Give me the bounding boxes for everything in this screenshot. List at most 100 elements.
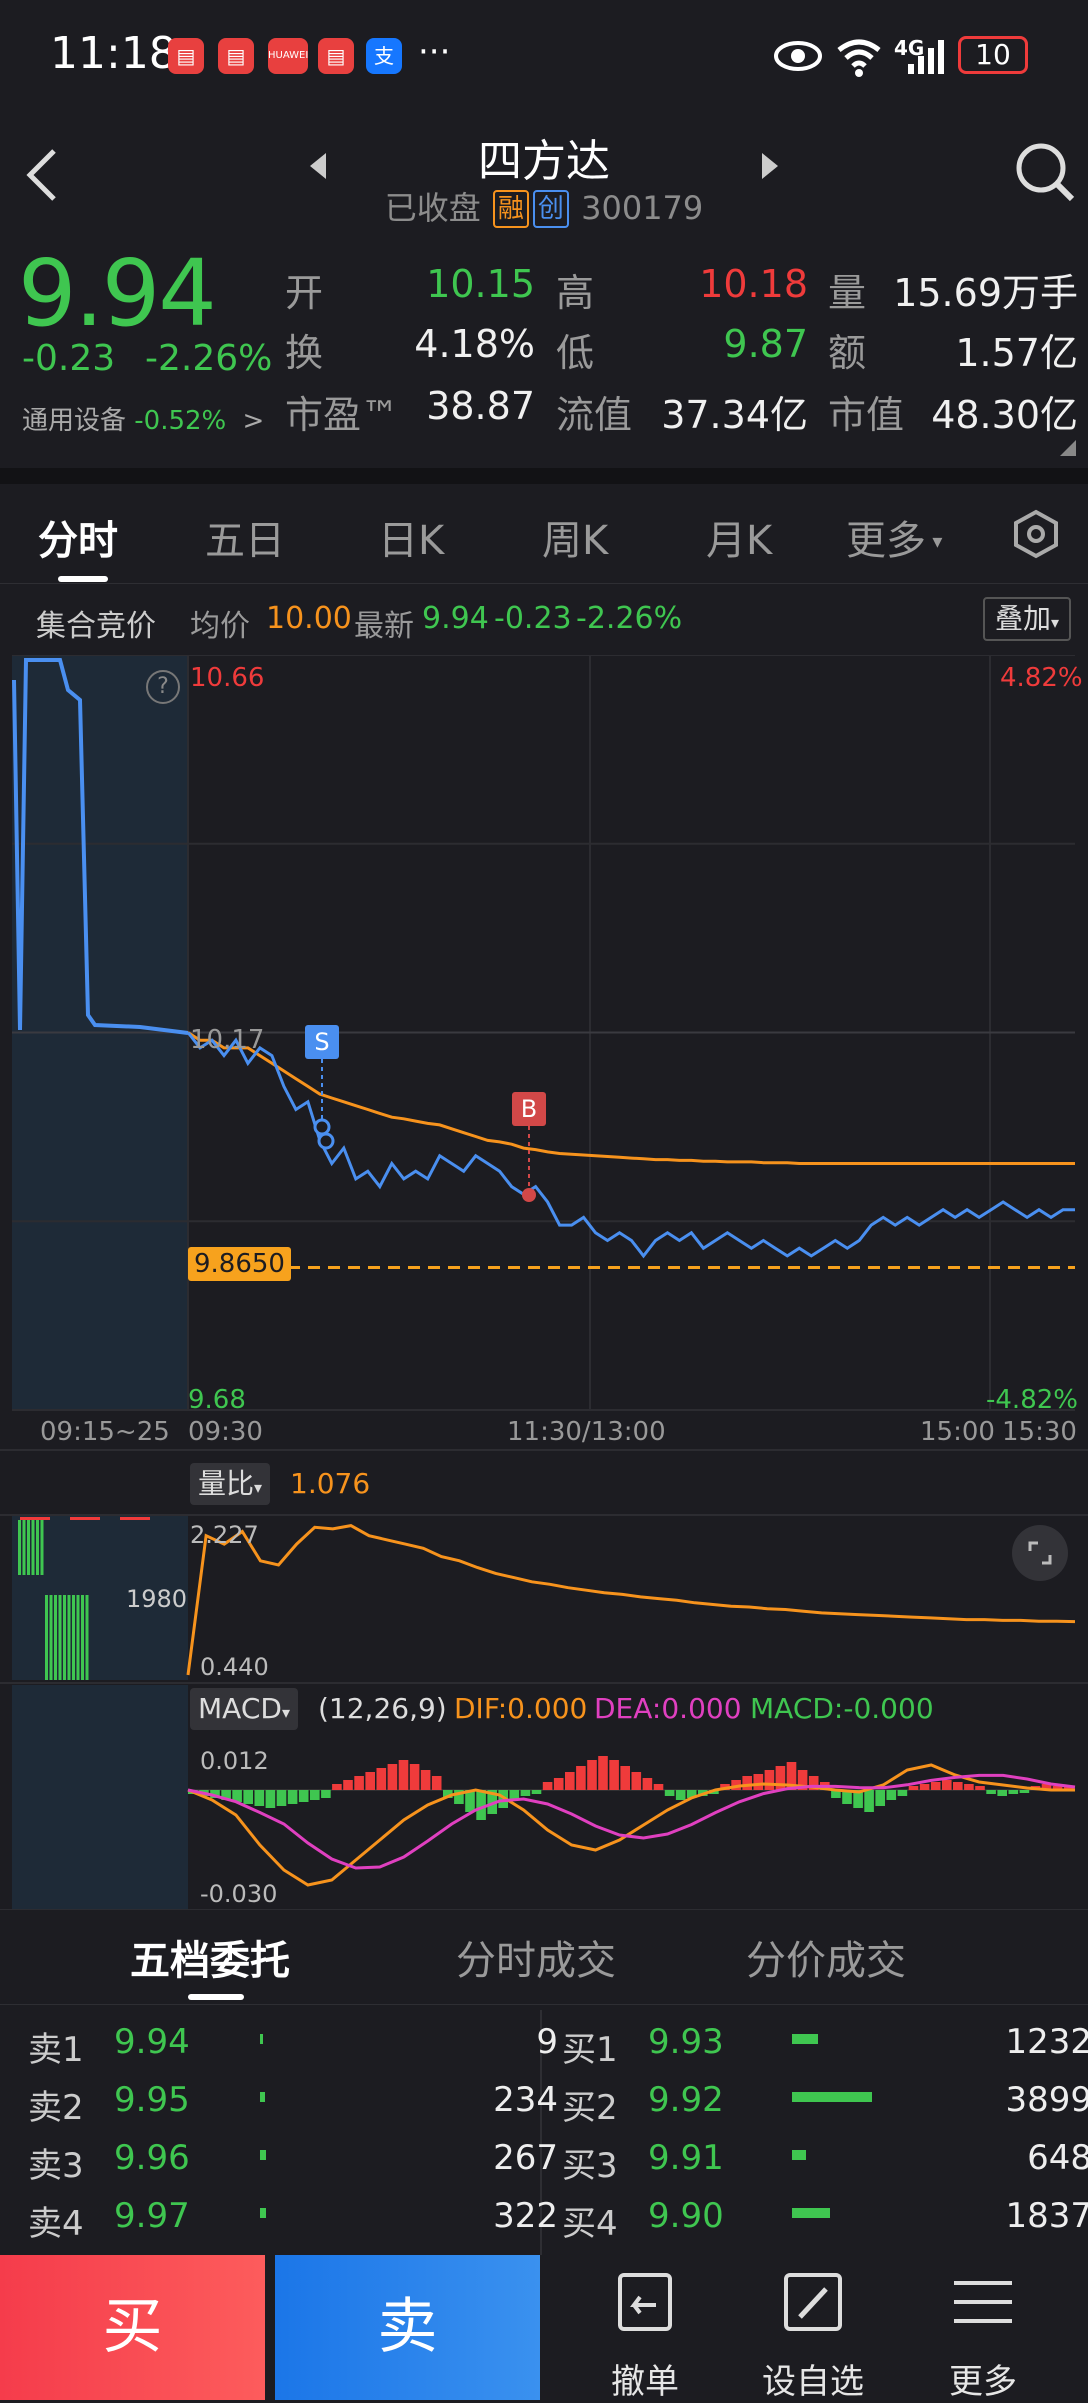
macd-histogram-bar bbox=[1041, 1784, 1052, 1790]
wifi-icon bbox=[837, 39, 881, 77]
tab-five-day[interactable]: 五日 bbox=[205, 518, 285, 564]
more-button[interactable]: 更多 bbox=[898, 2255, 1068, 2402]
quote-field-label: 额 bbox=[828, 331, 867, 375]
tab-five-level[interactable]: 五档委托 bbox=[130, 1938, 290, 1984]
buy-level-row[interactable]: 买3 9.91 648 bbox=[562, 2126, 1088, 2186]
settings-hexagon-icon[interactable] bbox=[1010, 508, 1062, 560]
tab-weekly-k[interactable]: 周K bbox=[542, 518, 609, 564]
macd-histogram-bar bbox=[321, 1790, 331, 1798]
tab-intraday[interactable]: 分时 bbox=[38, 518, 118, 564]
tab-monthly-k[interactable]: 月K bbox=[706, 518, 773, 564]
avg-value: 10.00 bbox=[266, 601, 352, 636]
macd-histogram-bar bbox=[919, 1784, 930, 1790]
quote-field-value: 37.34亿 bbox=[661, 393, 808, 437]
signal-icon bbox=[908, 40, 944, 74]
buy-level-volume: 1232 bbox=[1005, 2022, 1088, 2062]
auction-volume-bar bbox=[36, 1520, 39, 1575]
volume-ratio-selector[interactable]: 量比▾ bbox=[190, 1463, 271, 1505]
sell-level-price: 9.96 bbox=[114, 2138, 190, 2178]
sector-name: 通用设备 bbox=[22, 406, 127, 436]
sector-link[interactable]: 通用设备 -0.52% > bbox=[22, 400, 264, 437]
macd-histogram-bar bbox=[254, 1790, 265, 1806]
sell-level-row[interactable]: 卖2 9.95 234 bbox=[28, 2068, 558, 2128]
quote-panel: 9.94 -0.23 -2.26% 通用设备 -0.52% > 开 10.15 高 1… bbox=[0, 240, 1088, 456]
auction-volume-label: 1980 bbox=[126, 1585, 188, 1613]
macd-histogram-bar bbox=[908, 1786, 919, 1790]
pct-axis-bottom: -4.82% bbox=[986, 1385, 1078, 1415]
back-icon[interactable] bbox=[22, 145, 62, 205]
macd-histogram-bar bbox=[886, 1790, 897, 1800]
status-bar: 11:18 ▤ ▤ HUAWEI ▤ 支 ··· 4G 10 bbox=[0, 0, 1088, 115]
tab-price-trades[interactable]: 分价成交 bbox=[746, 1938, 906, 1984]
macd-dif-line bbox=[187, 1763, 1075, 1887]
expand-corner-icon[interactable] bbox=[1060, 440, 1076, 456]
sell-level-row[interactable]: 卖1 9.94 9 bbox=[28, 2010, 558, 2070]
macd-histogram-bar bbox=[1052, 1786, 1063, 1790]
sell-button[interactable]: 卖 bbox=[275, 2255, 540, 2400]
buy-level-row[interactable]: 买2 9.92 3899 bbox=[562, 2068, 1088, 2128]
macd-selector[interactable]: MACD▾ bbox=[190, 1688, 298, 1730]
macd-histogram-bar bbox=[675, 1790, 686, 1800]
current-price: 9.94 bbox=[18, 240, 217, 347]
macd-histogram-bar bbox=[731, 1780, 741, 1790]
tab-more[interactable]: 更多 ▾ bbox=[846, 508, 942, 566]
caret-down-icon: ▾ bbox=[926, 529, 943, 553]
sell-signal-badge[interactable]: S bbox=[305, 1025, 339, 1059]
buy-button[interactable]: 买 bbox=[0, 2255, 265, 2400]
buy-signal-badge[interactable]: B bbox=[512, 1092, 546, 1126]
fullscreen-button[interactable] bbox=[1012, 1525, 1068, 1581]
macd-histogram-bar bbox=[565, 1772, 575, 1790]
buy-level-row[interactable]: 买1 9.93 1232 bbox=[562, 2010, 1088, 2070]
active-tab-indicator bbox=[58, 576, 108, 582]
macd-histogram-bar bbox=[975, 1786, 985, 1790]
price-marker-label[interactable]: 9.8650 bbox=[188, 1247, 291, 1281]
huawei-icon: HUAWEI bbox=[268, 38, 308, 74]
latest-change: -0.23 bbox=[494, 601, 572, 636]
add-watchlist-button[interactable]: 设自选 bbox=[728, 2255, 898, 2402]
quote-field-value: 10.15 bbox=[426, 262, 535, 306]
search-icon[interactable] bbox=[1012, 139, 1078, 205]
help-icon[interactable]: ? bbox=[146, 670, 180, 704]
stock-name: 四方达 bbox=[478, 136, 610, 187]
macd-histogram-bar bbox=[354, 1776, 364, 1790]
macd-histogram-bar bbox=[310, 1790, 320, 1800]
overlay-button[interactable]: 叠加▾ bbox=[983, 597, 1071, 641]
buy-level-row[interactable]: 买4 9.90 1837 bbox=[562, 2184, 1088, 2244]
order-book: 五档委托 分时成交 分价成交 卖1 9.94 9 卖2 9.95 234 卖3 9.96 267… bbox=[0, 1910, 1088, 2302]
buy-level-volume: 1837 bbox=[1005, 2196, 1088, 2236]
tab-tick-trades[interactable]: 分时成交 bbox=[456, 1938, 616, 1984]
period-tabs: 分时 五日 日K 周K 月K 更多 ▾ bbox=[0, 484, 1088, 584]
prev-stock-icon[interactable] bbox=[306, 149, 330, 183]
cancel-order-label: 撤单 bbox=[611, 2362, 679, 2402]
macd-histogram-bar bbox=[509, 1790, 520, 1800]
intraday-chart[interactable]: ? 10.66 10.17 9.68 4.82% -4.82% 09:15~25… bbox=[0, 654, 1088, 1911]
sell-level-price: 9.94 bbox=[114, 2022, 190, 2062]
auction-volume-bar bbox=[58, 1595, 62, 1680]
auction-volume-bar bbox=[81, 1595, 84, 1680]
macd-histogram-bar bbox=[298, 1790, 309, 1802]
sell-level-label: 卖3 bbox=[28, 2146, 84, 2186]
next-stock-icon[interactable] bbox=[758, 149, 782, 183]
sell-level-row[interactable]: 卖3 9.96 267 bbox=[28, 2126, 558, 2186]
quote-field-label: 市盈™ bbox=[285, 393, 400, 437]
macd-histogram-bar bbox=[587, 1760, 597, 1790]
sell-level-label: 卖2 bbox=[28, 2088, 84, 2128]
quote-field-value: 38.87 bbox=[426, 384, 535, 428]
macd-axis-bottom: -0.030 bbox=[200, 1880, 278, 1908]
tab-daily-k[interactable]: 日K bbox=[378, 518, 445, 564]
macd-histogram-bar bbox=[443, 1790, 453, 1798]
buy-level-volume: 3899 bbox=[1005, 2080, 1088, 2120]
add-watchlist-label: 设自选 bbox=[762, 2362, 864, 2402]
buy-volume-bar bbox=[792, 2208, 830, 2218]
cancel-order-button[interactable]: 撤单 bbox=[560, 2255, 730, 2402]
auction-volume-bar bbox=[45, 1595, 48, 1680]
eye-icon bbox=[774, 41, 822, 71]
sell-level-row[interactable]: 卖4 9.97 322 bbox=[28, 2184, 558, 2244]
time-label-noon: 11:30/13:00 bbox=[507, 1417, 666, 1447]
quote-field-value: 1.57亿 bbox=[955, 331, 1078, 375]
macd-histogram-bar bbox=[664, 1790, 675, 1796]
buy-level-price: 9.91 bbox=[648, 2138, 724, 2178]
macd-histogram-bar bbox=[642, 1778, 653, 1790]
chart-canvas bbox=[0, 654, 1088, 1911]
app-notification-icon: ▤ bbox=[218, 38, 254, 74]
